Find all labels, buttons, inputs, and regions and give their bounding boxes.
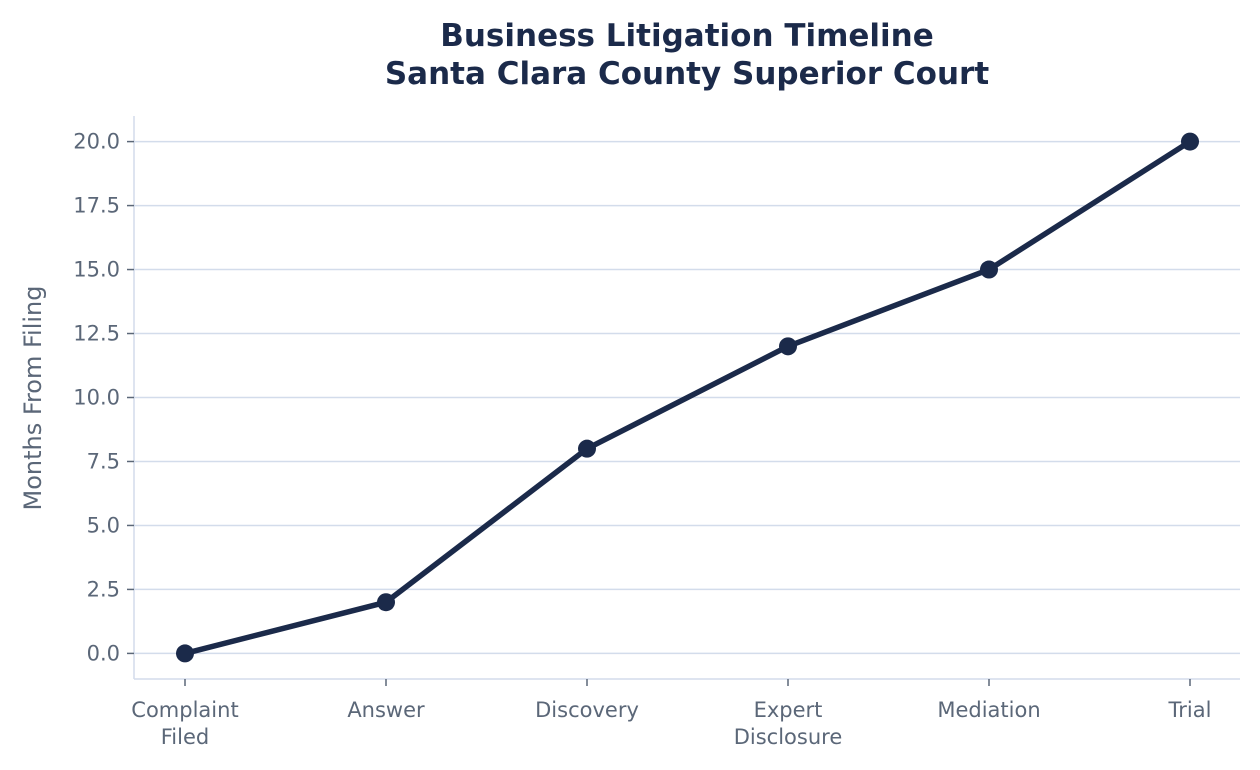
data-point — [176, 644, 194, 663]
x-tick-label: Expert — [754, 698, 823, 722]
data-point — [779, 337, 797, 356]
y-tick-label: 17.5 — [73, 194, 120, 218]
y-axis-ticks: 0.0 2.5 5.0 7.5 10.0 12.5 15.0 17.5 20.0 — [73, 130, 134, 665]
y-tick-label: 7.5 — [87, 449, 120, 473]
data-point — [377, 593, 395, 612]
y-tick-label: 12.5 — [73, 322, 120, 346]
x-tick-label: Complaint — [131, 698, 238, 722]
series — [176, 132, 1199, 663]
x-tick-label: Filed — [161, 725, 209, 749]
x-tick-label: Mediation — [937, 698, 1040, 722]
y-tick-label: 0.0 — [87, 641, 120, 665]
y-tick-label: 20.0 — [73, 130, 120, 154]
y-tick-label: 5.0 — [87, 513, 120, 537]
data-point — [578, 439, 596, 458]
chart-title-line-2: Santa Clara County Superior Court — [385, 56, 989, 92]
data-point — [980, 260, 998, 279]
y-axis-label: Months From Filing — [19, 286, 47, 511]
series-line — [182, 138, 1193, 657]
y-tick-label: 15.0 — [73, 258, 120, 282]
x-axis-ticks: Complaint Filed Answer Discovery Expert Discl… — [131, 679, 1211, 749]
x-tick-label: Answer — [347, 698, 425, 722]
y-tick-label: 10.0 — [73, 386, 120, 410]
data-point — [1181, 132, 1199, 151]
x-tick-label: Discovery — [535, 698, 639, 722]
chart-title-line-1: Business Litigation Timeline — [440, 18, 934, 54]
x-tick-label: Trial — [1168, 698, 1212, 722]
y-tick-label: 2.5 — [87, 577, 120, 601]
x-tick-label: Disclosure — [734, 725, 843, 749]
